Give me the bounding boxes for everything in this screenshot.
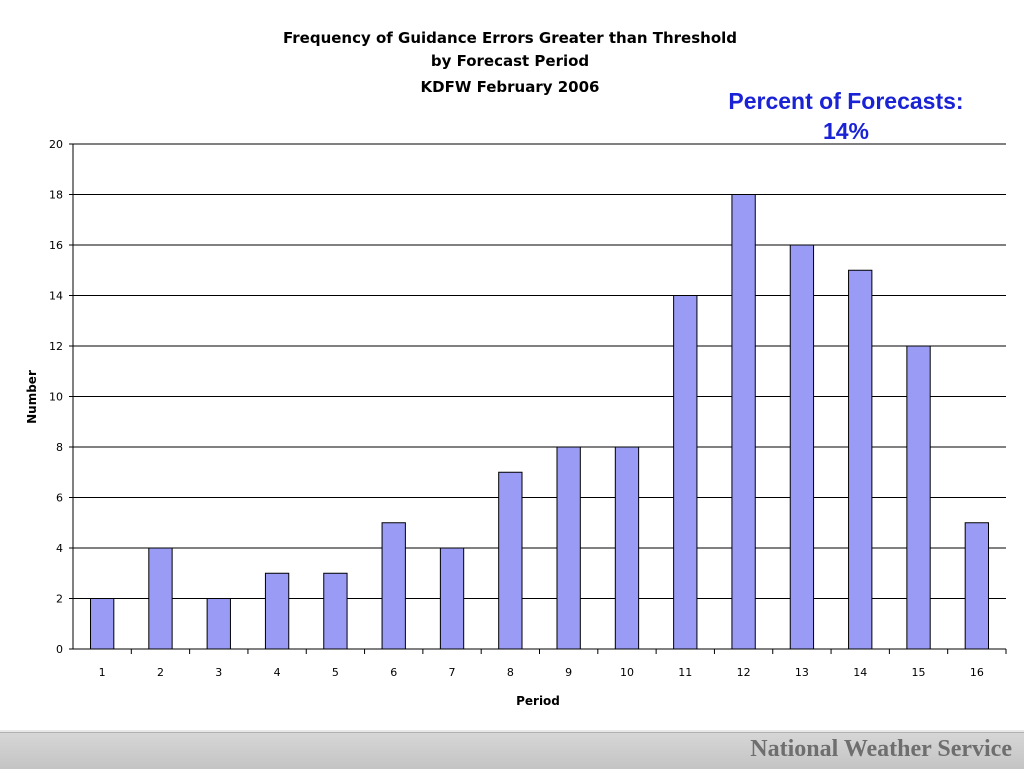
axes [69,143,1007,654]
bar-3 [206,598,231,650]
y-tick-label-20: 20 [49,138,63,151]
y-axis-label: Number [25,370,39,424]
bar-13 [789,244,815,650]
y-tick-label-6: 6 [56,492,63,505]
bar-14 [848,269,873,650]
x-tick-label-15: 15 [912,666,926,679]
bar-2 [148,547,173,650]
bar-16 [964,522,990,650]
x-tick-label-7: 7 [449,666,456,679]
x-tick-label-3: 3 [215,666,222,679]
bar-5 [323,572,348,650]
footer-bar [0,732,1024,769]
x-tick-label-8: 8 [507,666,514,679]
bar-4 [264,572,290,650]
bar-11 [673,295,698,650]
x-axis-label: Period [516,694,560,708]
y-tick-label-2: 2 [56,593,63,606]
bar-10 [614,446,640,650]
x-tick-label-5: 5 [332,666,339,679]
y-tick-label-16: 16 [49,239,63,252]
bar-15 [906,345,931,650]
percent-callout-label: Percent of Forecasts: [728,88,964,114]
y-tick-label-0: 0 [56,643,63,656]
x-tick-label-1: 1 [99,666,106,679]
chart-title-line-1: Frequency of Guidance Errors Greater tha… [282,29,738,47]
y-tick-label-4: 4 [56,542,63,555]
y-tick-label-10: 10 [49,391,63,404]
x-tick-label-12: 12 [737,666,751,679]
percent-callout-value: 14% [822,118,870,144]
x-tick-label-9: 9 [565,666,572,679]
bar-1 [89,598,115,650]
x-tick-label-13: 13 [795,666,809,679]
bar-8 [498,471,523,650]
x-tick-label-6: 6 [390,666,397,679]
chart-title-line-3: KDFW February 2006 [420,78,600,96]
x-tick-label-2: 2 [157,666,164,679]
x-tick-label-11: 11 [678,666,692,679]
footer-label: National Weather Service [750,736,1012,762]
bar-12 [731,194,756,650]
percent-callout: Percent of Forecasts: 14% [686,86,1006,146]
x-tick-label-4: 4 [274,666,281,679]
chart-title-line-2: by Forecast Period [430,52,590,70]
x-tick-label-10: 10 [620,666,634,679]
bar-6 [381,522,406,650]
x-tick-label-16: 16 [970,666,984,679]
y-tick-label-14: 14 [49,290,63,303]
footer-strip [0,730,1024,733]
bar-7 [439,547,465,650]
bars [89,194,990,650]
y-tick-label-8: 8 [56,441,63,454]
bar-9 [556,446,581,650]
y-tick-label-18: 18 [49,189,63,202]
x-tick-label-14: 14 [853,666,867,679]
y-tick-label-12: 12 [49,340,63,353]
